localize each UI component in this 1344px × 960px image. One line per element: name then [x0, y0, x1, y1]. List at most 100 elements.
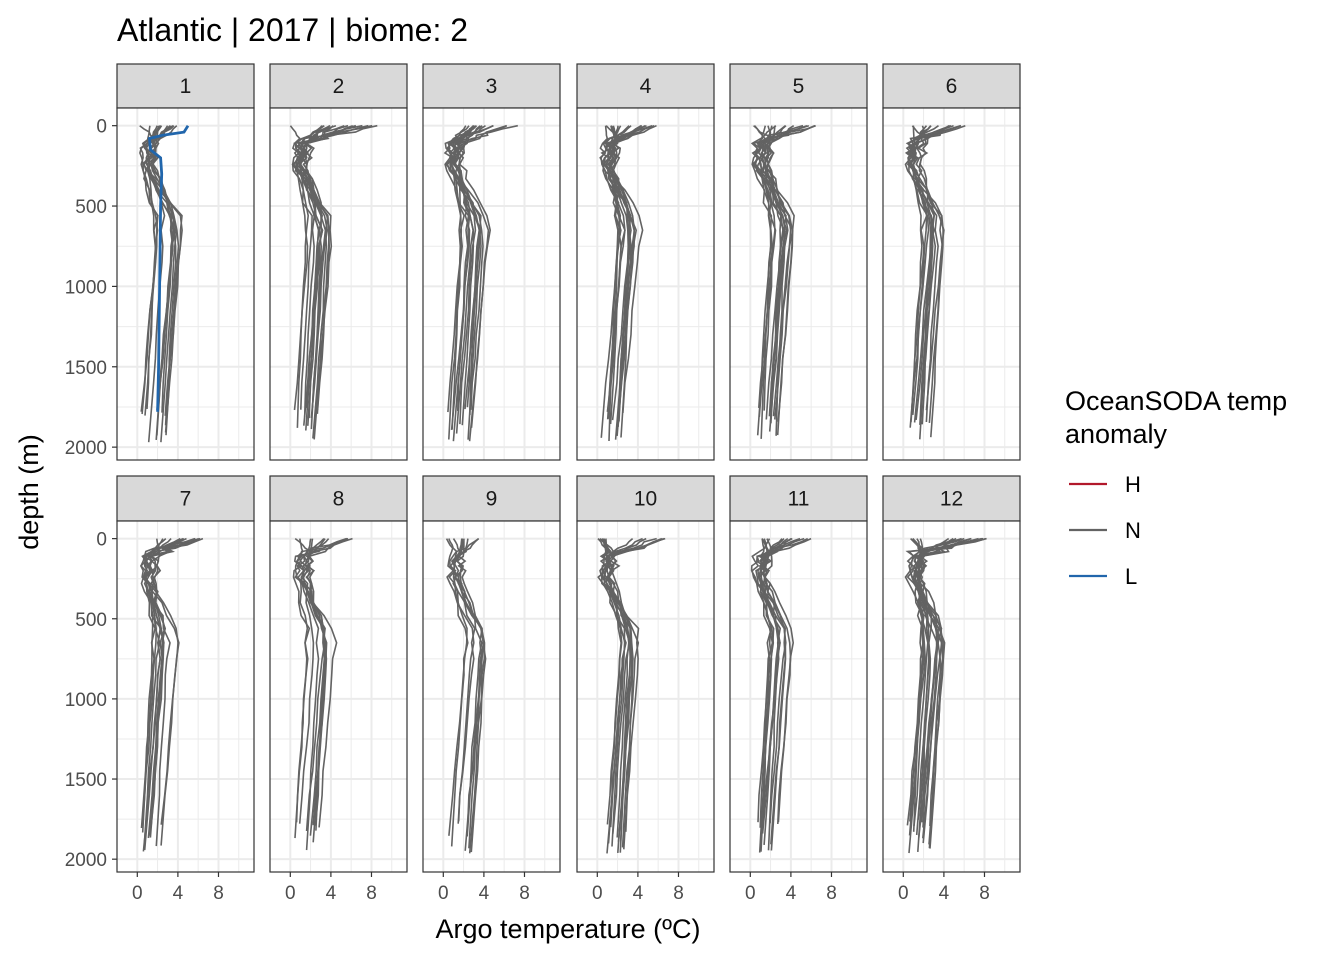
facet-strip-label: 12: [940, 488, 963, 511]
profile-lines-N: [750, 124, 816, 439]
x-tick-label: 4: [479, 883, 490, 904]
x-tick-label: 4: [326, 883, 337, 904]
panel-background: [117, 108, 254, 460]
profile-line: [909, 537, 984, 823]
profile-line: [295, 537, 353, 832]
panel-border: [729, 107, 868, 461]
profile-line: [606, 125, 642, 420]
profile-line: [142, 537, 196, 848]
x-tick-label: 8: [519, 883, 530, 904]
profile-line: [912, 538, 944, 827]
facet-strip: [882, 475, 1021, 522]
legend-label-L: L: [1125, 564, 1137, 589]
facet-strip-label: 9: [486, 488, 498, 511]
facet-panel-7: 7 0 500 1000 1500 2000 0 4 8: [65, 475, 255, 904]
x-tick-label: 0: [132, 883, 143, 904]
panel-border: [576, 107, 715, 461]
panel-border: [882, 107, 1021, 461]
x-tick-label: 8: [213, 883, 224, 904]
x-tick-label: 8: [673, 883, 684, 904]
facet-panel-8: 8 0 4 8: [269, 475, 408, 904]
x-tick-label: 8: [979, 883, 990, 904]
facet-panel-10: 10 0 4 8: [576, 475, 715, 904]
profile-line: [143, 538, 179, 846]
x-tick-label: 0: [898, 883, 909, 904]
profile-line: [758, 538, 787, 851]
profile-line: [298, 124, 378, 417]
legend-label-N: N: [1125, 518, 1141, 543]
profile-line-L: [147, 124, 190, 412]
facet-strip-label: 6: [946, 75, 958, 98]
profile-line: [142, 537, 201, 825]
profile-line: [765, 125, 785, 410]
facet-strip-label: 1: [180, 75, 192, 98]
legend-label-H: H: [1125, 472, 1141, 497]
profile-line: [443, 125, 475, 426]
x-tick-label: 0: [592, 883, 603, 904]
y-tick-label: 1500: [65, 358, 107, 379]
facet-strip-label: 7: [180, 488, 192, 511]
gridlines: [422, 521, 560, 872]
profile-line: [758, 125, 776, 417]
x-tick-label: 8: [366, 883, 377, 904]
x-tick-label: 4: [173, 883, 184, 904]
panel-background: [577, 108, 714, 460]
panel-border: [269, 520, 408, 873]
profile-line: [143, 538, 165, 836]
y-tick-label: 2000: [65, 850, 107, 871]
panel-background: [270, 521, 407, 872]
facet-strip: [116, 63, 255, 109]
facet-strip-label: 5: [793, 75, 805, 98]
facet-panel-2: 2: [269, 63, 408, 461]
facet-strip: [269, 475, 408, 522]
panel-border: [729, 520, 868, 873]
profile-line: [599, 538, 632, 853]
facet-panel-3: 3: [422, 63, 561, 461]
chart-title: Atlantic | 2017 | biome: 2: [117, 12, 468, 48]
x-tick-label: 0: [745, 883, 756, 904]
facet-strip-label: 8: [333, 488, 345, 511]
legend-title: OceanSODA temp: [1065, 386, 1287, 416]
profile-line: [758, 537, 792, 823]
profile-lines-N: [445, 537, 487, 854]
panel-background: [423, 521, 560, 872]
y-tick-label: 1000: [65, 690, 107, 711]
profile-line: [751, 124, 804, 436]
profile-line: [452, 538, 483, 851]
panel-background: [883, 521, 1020, 872]
facet-strip-label: 11: [788, 488, 810, 511]
facet-panel-11: 11 0 4 8: [729, 475, 868, 904]
profile-line: [448, 538, 468, 836]
profile-line: [597, 538, 623, 825]
y-tick-label: 500: [75, 610, 107, 631]
profile-line: [607, 537, 666, 835]
facet-strip: [576, 475, 715, 522]
profile-line: [904, 125, 944, 423]
y-tick-label: 2000: [65, 438, 107, 459]
facet-strip: [422, 475, 561, 522]
profile-lines-N: [289, 124, 378, 440]
panel-border: [422, 520, 561, 873]
gridlines: [882, 521, 1020, 872]
profile-line: [304, 537, 349, 843]
panel-background: [117, 521, 254, 872]
profile-line: [757, 537, 809, 831]
profile-line: [448, 125, 481, 440]
facet-strip-label: 3: [486, 75, 498, 98]
x-tick-label: 8: [826, 883, 837, 904]
profile-line: [294, 538, 328, 826]
facet-panel-12: 12 0 4 8: [882, 475, 1021, 904]
panel-border: [116, 107, 255, 461]
profile-line: [299, 538, 320, 851]
profile-lines-N: [292, 537, 353, 851]
profile-lines-N: [443, 124, 518, 442]
facet-panel-5: 5: [729, 63, 868, 461]
x-tick-label: 0: [285, 883, 296, 904]
profile-lines-N: [904, 124, 966, 440]
x-tick-label: 0: [438, 883, 449, 904]
profile-line: [750, 125, 786, 424]
profile-lines-N: [750, 537, 812, 853]
facet-panel-1: 1 0 500 1000 1500 2000: [65, 63, 255, 461]
facet-strip: [882, 63, 1021, 109]
profile-lines-N: [139, 537, 204, 852]
